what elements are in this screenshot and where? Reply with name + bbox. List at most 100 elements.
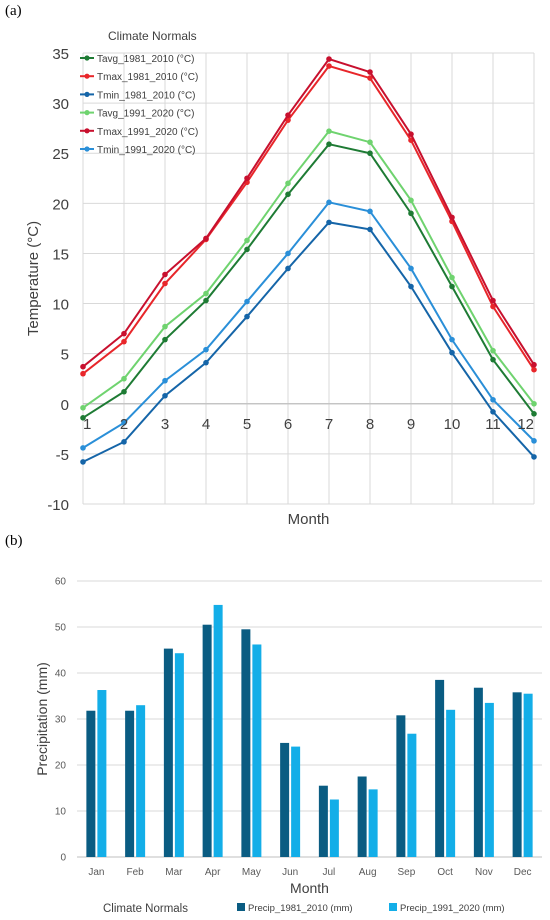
bar [318,785,328,857]
y-tick-label: 50 [55,623,67,634]
data-point [531,366,537,373]
data-point [408,210,414,217]
data-point [162,271,168,278]
data-point [531,361,537,368]
legend-title: Climate Normals [103,903,188,915]
data-point [490,396,496,403]
y-tick-label: 0 [61,397,69,414]
data-point [285,180,291,187]
x-tick-label: 2 [120,416,128,433]
legend-entry: Tavg_1981_2010 (°C) [97,54,194,65]
data-point [367,69,373,75]
y-tick-label: 20 [55,761,67,772]
x-tick-label: Feb [127,867,145,878]
data-point [326,128,332,134]
panel-a-label: (a) [5,3,22,19]
legend-title: Climate Normals [108,29,197,43]
x-tick-label: Aug [359,867,377,878]
bar [484,702,494,857]
data-point [490,408,496,415]
series-line [82,57,535,368]
data-point [531,400,537,407]
data-point [367,208,373,215]
y-tick-label: -10 [47,497,69,514]
legend-entry: Tmin_1991_2020 (°C) [97,145,196,156]
bar [291,746,301,857]
x-tick-label: Nov [475,867,493,878]
x-tick-label: 4 [202,416,210,433]
data-point [326,219,332,226]
bar [97,690,107,857]
x-tick-label: 11 [485,416,501,433]
legend-swatch-marker [84,146,90,152]
data-point [80,459,86,465]
legend-entry: Tmax_1991_2020 (°C) [97,127,198,138]
series-line [82,130,535,409]
data-point [449,214,455,221]
data-point [80,363,86,370]
data-point [490,347,496,354]
data-point [531,411,537,417]
data-point [285,250,291,257]
bar [368,789,378,857]
x-tick-label: Mar [165,867,183,878]
data-point [449,349,455,356]
data-point [490,356,496,363]
y-tick-label: 20 [52,196,69,213]
data-point [162,323,168,330]
data-point [490,303,496,310]
y-tick-label: 35 [52,46,69,63]
legend-entry: Tavg_1991_2020 (°C) [97,109,194,120]
data-point [326,141,332,148]
x-axis-title: Month [290,880,329,896]
bar [241,629,251,857]
data-point [80,404,86,411]
legend-swatch-marker [84,73,90,79]
bar [213,604,223,857]
legend-swatch-marker [84,110,90,116]
bar [86,710,96,857]
data-point [162,392,168,399]
legend-entry: Precip_1981_2010 (mm) [248,903,353,914]
legend-swatch-marker [84,55,90,61]
data-point [203,290,209,297]
x-tick-label: Oct [437,867,453,878]
bar [280,742,290,857]
series-line [82,143,535,419]
x-tick-label: 1 [83,416,91,433]
data-point [408,283,414,290]
y-tick-label: 10 [52,297,69,314]
data-point [244,175,250,182]
data-point [121,420,127,426]
data-point [162,377,168,384]
data-point [162,336,168,343]
y-axis-title: Precipitation (mm) [34,662,50,776]
y-tick-label: 0 [60,853,66,864]
data-point [490,297,496,304]
y-tick-label: 10 [55,807,67,818]
data-point [408,131,414,137]
x-tick-label: 9 [407,416,415,433]
bar [435,679,445,857]
data-point [449,274,455,281]
data-point [367,226,373,233]
data-point [121,439,127,445]
x-tick-label: 5 [243,416,251,433]
panel-b-label: (b) [5,533,23,549]
y-tick-label: 15 [52,246,69,263]
data-point [121,338,127,345]
bar [512,692,522,857]
precipitation-bar-chart: 0 10 20 30 40 50 60 Jan Feb Mar Apr May Jun Jul Aug Sep… [34,577,542,915]
legend-swatch [389,903,397,911]
y-tick-label: -5 [56,447,69,464]
legend-entry: Precip_1991_2020 (mm) [400,903,505,914]
bar [446,709,456,857]
x-tick-label: Jun [282,867,298,878]
bar [163,648,173,857]
y-tick-label: 40 [55,669,67,680]
x-tick-label: Jan [88,867,104,878]
data-point [203,359,209,366]
data-point [326,199,332,206]
x-tick-label: Apr [205,867,221,878]
